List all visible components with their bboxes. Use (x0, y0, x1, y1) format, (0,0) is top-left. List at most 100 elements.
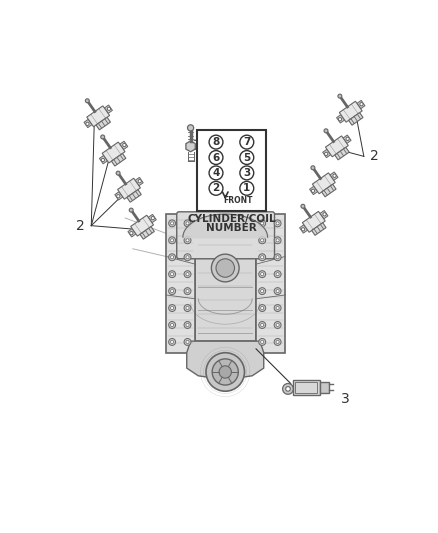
Circle shape (209, 151, 223, 165)
Circle shape (212, 359, 238, 385)
Text: 3: 3 (341, 392, 350, 406)
Polygon shape (99, 156, 107, 164)
Circle shape (261, 341, 264, 343)
Circle shape (116, 171, 120, 175)
Circle shape (186, 324, 189, 327)
Polygon shape (84, 119, 92, 127)
Polygon shape (104, 105, 113, 114)
Circle shape (276, 256, 279, 259)
Text: 2: 2 (212, 183, 219, 193)
Polygon shape (187, 341, 264, 379)
Polygon shape (111, 154, 126, 166)
Circle shape (169, 220, 176, 227)
Circle shape (123, 143, 126, 147)
Circle shape (274, 271, 281, 278)
Circle shape (186, 306, 189, 310)
Circle shape (187, 125, 194, 131)
Circle shape (274, 321, 281, 328)
Circle shape (276, 306, 279, 310)
Polygon shape (321, 184, 336, 197)
Circle shape (276, 239, 279, 242)
Text: 4: 4 (212, 168, 220, 178)
Circle shape (333, 174, 336, 177)
Polygon shape (148, 214, 156, 223)
Circle shape (261, 289, 264, 293)
Circle shape (311, 189, 315, 192)
Circle shape (184, 321, 191, 328)
Circle shape (169, 254, 176, 261)
Polygon shape (135, 177, 143, 185)
Circle shape (276, 341, 279, 343)
Polygon shape (310, 186, 318, 195)
Circle shape (184, 338, 191, 345)
Polygon shape (335, 147, 349, 160)
Circle shape (261, 324, 264, 327)
Polygon shape (102, 142, 125, 163)
Polygon shape (330, 172, 338, 180)
Circle shape (259, 254, 266, 261)
Circle shape (186, 222, 189, 225)
Circle shape (206, 353, 244, 391)
Circle shape (261, 256, 264, 259)
Circle shape (169, 321, 176, 328)
Circle shape (311, 166, 315, 169)
Polygon shape (120, 141, 128, 150)
Circle shape (274, 304, 281, 311)
Polygon shape (300, 225, 307, 233)
Polygon shape (96, 117, 110, 130)
Circle shape (283, 384, 293, 394)
Circle shape (338, 94, 342, 98)
Circle shape (209, 181, 223, 195)
Bar (166, 214, 195, 353)
Circle shape (170, 306, 173, 310)
Circle shape (261, 273, 264, 276)
Circle shape (276, 324, 279, 327)
Text: NUMBER: NUMBER (206, 223, 257, 233)
Circle shape (276, 222, 279, 225)
Bar (295, 382, 317, 393)
Circle shape (240, 166, 254, 180)
Circle shape (186, 239, 189, 242)
Circle shape (129, 208, 133, 212)
Polygon shape (117, 178, 141, 199)
Circle shape (261, 239, 264, 242)
Text: 5: 5 (243, 152, 251, 163)
Circle shape (184, 271, 191, 278)
Polygon shape (186, 141, 195, 152)
Circle shape (240, 135, 254, 149)
Circle shape (261, 222, 264, 225)
Polygon shape (349, 112, 363, 125)
Circle shape (151, 216, 155, 220)
Circle shape (138, 180, 141, 183)
Circle shape (186, 273, 189, 276)
Circle shape (169, 271, 176, 278)
Circle shape (323, 213, 326, 216)
Circle shape (184, 254, 191, 261)
Circle shape (170, 222, 173, 225)
Text: 2: 2 (370, 149, 379, 163)
Text: 1: 1 (210, 134, 219, 148)
Circle shape (85, 99, 89, 103)
Polygon shape (357, 100, 365, 109)
Circle shape (301, 228, 305, 231)
Polygon shape (128, 229, 136, 237)
Circle shape (274, 288, 281, 295)
Text: 3: 3 (243, 168, 251, 178)
Circle shape (184, 220, 191, 227)
Circle shape (259, 338, 266, 345)
Circle shape (360, 102, 363, 106)
Circle shape (86, 122, 89, 125)
Text: CYLINDER/COIL: CYLINDER/COIL (187, 214, 276, 224)
Text: FRONT: FRONT (223, 196, 252, 205)
Circle shape (259, 271, 266, 278)
Circle shape (274, 220, 281, 227)
Circle shape (170, 239, 173, 242)
Bar (320, 382, 329, 393)
Polygon shape (302, 212, 325, 232)
Circle shape (169, 237, 176, 244)
Circle shape (219, 366, 231, 378)
Circle shape (101, 158, 105, 161)
Circle shape (169, 304, 176, 311)
Circle shape (184, 304, 191, 311)
Circle shape (274, 237, 281, 244)
